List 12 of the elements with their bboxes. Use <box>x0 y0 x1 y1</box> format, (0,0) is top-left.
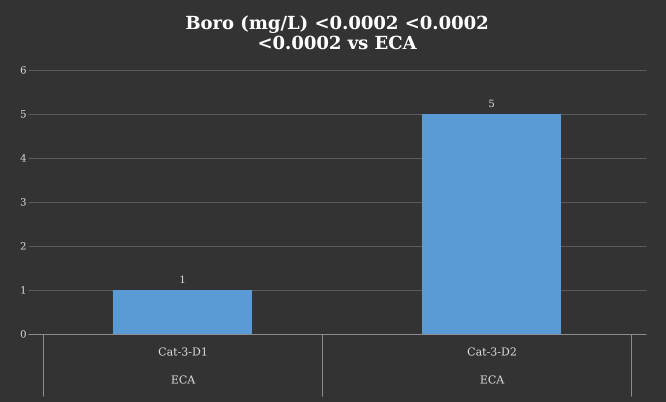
chart-title: Boro (mg/L) <0.0002 <0.0002 <0.0002 vs ECA <box>185 13 489 54</box>
y-tick-label: 1 <box>20 286 26 296</box>
data-label: 5 <box>488 99 495 110</box>
y-tick-label: 5 <box>20 110 26 120</box>
y-tick-label: 2 <box>20 242 26 252</box>
y-tick-label: 6 <box>20 66 26 76</box>
category-label: Cat-3-D2 ECA <box>467 346 517 386</box>
y-tick-label: 4 <box>20 154 26 164</box>
category-label: Cat-3-D1 ECA <box>158 346 208 386</box>
y-tick-label: 3 <box>20 198 26 208</box>
data-label: 1 <box>179 275 186 286</box>
y-tick-label: 0 <box>20 330 26 340</box>
